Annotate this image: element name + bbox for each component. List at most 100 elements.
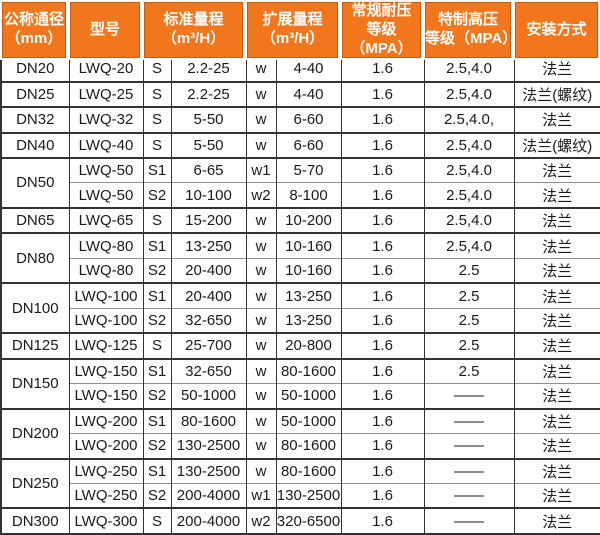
ext-range-cell: 13-250 xyxy=(275,307,342,334)
special-mpa-cell: 2.5,4.0 xyxy=(423,182,515,208)
table-row: LWQ-150 S2 50-1000 w 50-1000 1.6 —— 法兰 xyxy=(1,383,600,409)
special-mpa-cell: —— xyxy=(423,507,515,534)
model-cell: LWQ-25 xyxy=(68,80,144,107)
s-label-cell: S xyxy=(142,206,172,234)
table-row: DN80 LWQ-80 S1 13-250 w 10-160 1.6 2.5,4… xyxy=(0,232,600,284)
install-cell: 法兰 xyxy=(513,232,600,259)
w-label-cell: w xyxy=(245,407,277,434)
ext-range-cell: 320-6500 xyxy=(275,507,342,534)
special-mpa-cell: 2.5,4.0 xyxy=(423,157,515,183)
regular-mpa-cell: 1.6 xyxy=(340,357,425,384)
s-label-cell: S2 xyxy=(142,307,172,334)
install-cell: 法兰(螺纹) xyxy=(513,131,600,158)
table-row: LWQ-50 S2 10-100 w2 8-100 1.6 2.5,4.0 法兰 xyxy=(1,182,600,208)
model-cell: LWQ-100 xyxy=(68,282,144,309)
model-cell: LWQ-40 xyxy=(68,131,144,158)
model-cell: LWQ-32 xyxy=(68,106,144,133)
table-header: 公称通径 （mm） 型号 标准量程 （m³/H） 扩展量程 （m³/H） 常规耐… xyxy=(0,0,600,61)
table-row: LWQ-80 S2 20-400 w 10-160 1.6 2.5 法兰 xyxy=(1,257,600,284)
s-label-cell: S xyxy=(142,80,172,107)
regular-mpa-cell: 1.6 xyxy=(340,332,425,359)
ext-range-cell: 5-70 xyxy=(275,157,342,183)
ext-range-cell: 80-1600 xyxy=(275,433,342,459)
w-label-cell: w xyxy=(245,80,277,107)
model-cell: LWQ-200 xyxy=(68,433,144,459)
ext-range-cell: 130-2500 xyxy=(275,482,342,509)
s-label-cell: S1 xyxy=(142,157,172,183)
ext-range-cell: 50-1000 xyxy=(275,383,342,409)
table-row: DN50 LWQ-50 S1 6-65 w1 5-70 1.6 2.5,4.0 … xyxy=(0,157,600,208)
model-cell: LWQ-150 xyxy=(68,383,144,409)
install-cell: 法兰 xyxy=(513,407,600,434)
regular-mpa-cell: 1.6 xyxy=(340,206,425,234)
regular-mpa-cell: 1.6 xyxy=(340,80,425,107)
s-label-cell: S xyxy=(142,507,172,534)
regular-mpa-cell: 1.6 xyxy=(340,182,425,208)
ext-range-cell: 10-160 xyxy=(275,257,342,284)
dn-cell: DN65 xyxy=(0,206,70,234)
s-label-cell: S2 xyxy=(142,257,172,284)
special-mpa-cell: —— xyxy=(423,383,515,409)
header-standard-range: 标准量程 （m³/H） xyxy=(142,0,245,61)
dn-cell: DN40 xyxy=(0,131,70,158)
regular-mpa-cell: 1.6 xyxy=(340,482,425,509)
std-range-cell: 5-50 xyxy=(170,106,247,133)
std-range-cell: 25-700 xyxy=(170,332,247,359)
dn-cell: DN150 xyxy=(0,357,70,409)
model-cell: LWQ-80 xyxy=(68,257,144,284)
install-cell: 法兰 xyxy=(513,206,600,234)
regular-mpa-cell: 1.6 xyxy=(340,232,425,259)
header-special-pressure: 特制高压 等级（MPA） xyxy=(423,0,517,61)
special-mpa-cell: —— xyxy=(423,482,515,509)
regular-mpa-cell: 1.6 xyxy=(340,507,425,534)
regular-mpa-cell: 1.6 xyxy=(340,257,425,284)
special-mpa-cell: 2.5,4.0 xyxy=(423,206,515,234)
install-cell: 法兰 xyxy=(513,157,600,183)
model-cell: LWQ-80 xyxy=(68,232,144,259)
install-cell: 法兰 xyxy=(513,383,600,409)
special-mpa-cell: 2.5,4.0 xyxy=(423,131,515,158)
w-label-cell: w xyxy=(245,282,277,309)
special-mpa-cell: 2.5,4.0 xyxy=(423,232,515,259)
ext-range-cell: 20-800 xyxy=(275,332,342,359)
table-row: DN65 LWQ-65 S 15-200 w 10-200 1.6 2.5,4.… xyxy=(0,206,600,234)
dn-cell: DN50 xyxy=(0,157,70,208)
table-row: DN300 LWQ-300 S 200-4000 w2 320-6500 1.6… xyxy=(0,507,600,534)
std-range-cell: 15-200 xyxy=(170,206,247,234)
s-label-cell: S1 xyxy=(142,282,172,309)
special-mpa-cell: —— xyxy=(423,457,515,484)
ext-range-cell: 13-250 xyxy=(275,282,342,309)
model-cell: LWQ-250 xyxy=(68,482,144,509)
std-range-cell: 32-650 xyxy=(170,307,247,334)
w-label-cell: w xyxy=(245,383,277,409)
special-mpa-cell: 2.5 xyxy=(423,332,515,359)
special-mpa-cell: 2.5 xyxy=(423,257,515,284)
std-range-cell: 20-400 xyxy=(170,282,247,309)
s-label-cell: S1 xyxy=(142,232,172,259)
install-cell: 法兰 xyxy=(513,257,600,284)
table-row: DN40 LWQ-40 S 5-50 w 6-60 1.6 2.5,4.0 法兰… xyxy=(0,131,600,158)
dn-cell: DN100 xyxy=(0,282,70,334)
table-row: DN150 LWQ-150 S1 32-650 w 80-1600 1.6 2.… xyxy=(0,357,600,409)
std-range-cell: 200-4000 xyxy=(170,482,247,509)
ext-range-cell: 80-1600 xyxy=(275,357,342,384)
table-row: DN25 LWQ-25 S 2.2-25 w 4-40 1.6 2.5,4.0 … xyxy=(0,80,600,107)
std-range-cell: 80-1600 xyxy=(170,407,247,434)
install-cell: 法兰 xyxy=(513,457,600,484)
dn-cell: DN250 xyxy=(0,457,70,509)
w-label-cell: w xyxy=(245,433,277,459)
w-label-cell: w xyxy=(245,457,277,484)
ext-range-cell: 6-60 xyxy=(275,106,342,133)
model-cell: LWQ-20 xyxy=(68,55,144,82)
dn-cell: DN80 xyxy=(0,232,70,284)
w-label-cell: w xyxy=(245,131,277,158)
table-row: DN100 LWQ-100 S1 20-400 w 13-250 1.6 2.5… xyxy=(0,282,600,334)
s-label-cell: S1 xyxy=(142,357,172,384)
w-label-cell: w1 xyxy=(245,157,277,183)
model-cell: LWQ-50 xyxy=(68,157,144,183)
model-cell: LWQ-50 xyxy=(68,182,144,208)
regular-mpa-cell: 1.6 xyxy=(340,407,425,434)
install-cell: 法兰(螺纹) xyxy=(513,80,600,107)
ext-range-cell: 4-40 xyxy=(275,80,342,107)
w-label-cell: w xyxy=(245,206,277,234)
